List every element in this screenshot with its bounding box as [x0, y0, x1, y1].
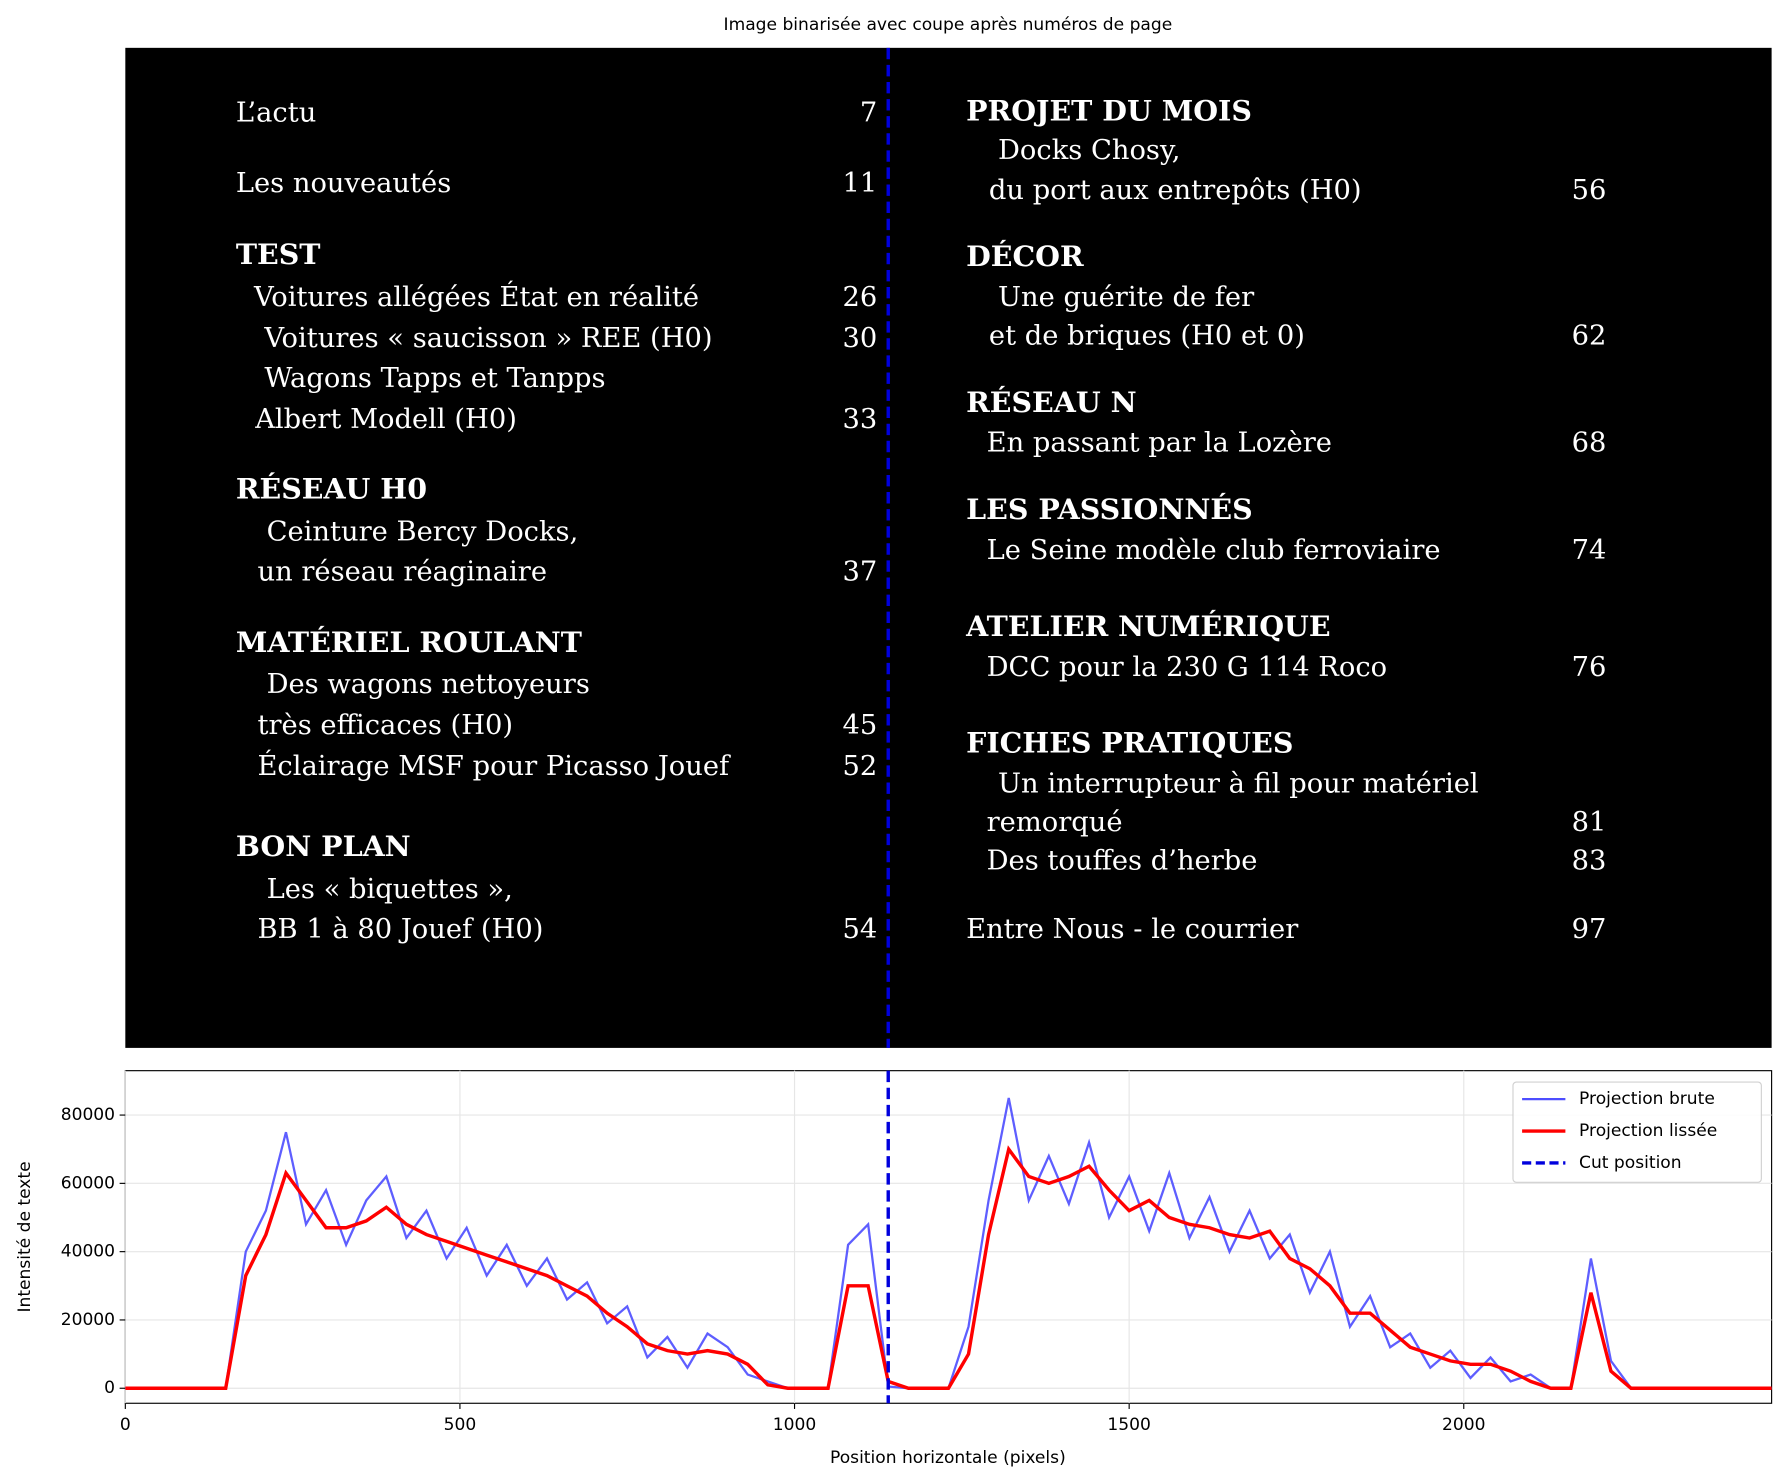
toc-entry: Les « biquettes », [267, 874, 513, 905]
toc-entry: L’actu [236, 97, 316, 128]
x-tick-label: 2000 [1442, 1415, 1485, 1435]
toc-page-number: 30 [842, 323, 877, 354]
toc-entry: DCC pour la 230 G 114 Roco [987, 652, 1387, 683]
toc-heading: DÉCOR [966, 239, 1084, 273]
x-tick-label: 500 [444, 1415, 477, 1435]
legend-label: Cut position [1579, 1153, 1682, 1173]
toc-entry: En passant par la Lozère [987, 428, 1332, 459]
y-tick-label: 60000 [61, 1173, 115, 1193]
legend-label: Projection lissée [1579, 1121, 1717, 1141]
legend-label: Projection brute [1579, 1089, 1715, 1109]
toc-page-number: 7 [860, 97, 877, 128]
footer-page: 5 [1508, 979, 1520, 999]
x-tick-label: 0 [120, 1415, 131, 1435]
toc-page-number: 52 [842, 751, 877, 782]
toc-heading: LES PASSIONNÉS [966, 492, 1253, 526]
toc-heading: RÉSEAU H0 [236, 471, 427, 505]
toc-page-number: 74 [1572, 535, 1607, 566]
toc-entry: Éclairage MSF pour Picasso Jouef [257, 749, 731, 782]
binarized-image [125, 47, 1772, 1048]
toc-page-number: 62 [1572, 321, 1607, 352]
image-title: Image binarisée avec coupe après numéros… [724, 15, 1173, 35]
toc-page-number: 26 [842, 282, 877, 313]
toc-page-number: 83 [1572, 846, 1607, 877]
plot-area [124, 1070, 1773, 1404]
toc-entry: Une guérite de fer [998, 282, 1255, 313]
toc-entry: remorqué [987, 807, 1123, 838]
toc-heading: FICHES PRATIQUES [966, 725, 1293, 759]
toc-entry: Le Seine modèle club ferroviaire [987, 535, 1441, 566]
x-axis-label: Position horizontale (pixels) [830, 1448, 1066, 1468]
toc-entry: du port aux entrepôts (H0) [989, 175, 1362, 206]
toc-entry: et de briques (H0 et 0) [989, 321, 1305, 352]
y-tick-label: 80000 [61, 1105, 115, 1125]
toc-page-number: 33 [842, 404, 877, 435]
toc-entry: Entre Nous - le courrier [966, 914, 1299, 945]
footer-text: N°933 - AVRIL 25 - LR [1283, 979, 1492, 999]
y-axis-label: Intensité de texte [15, 1161, 35, 1312]
toc-heading: ATELIER NUMÉRIQUE [965, 609, 1330, 643]
toc-entry: très efficaces (H0) [257, 710, 513, 741]
toc-entry: un réseau réaginaire [257, 556, 547, 587]
toc-entry: Ceinture Bercy Docks, [267, 517, 579, 548]
toc-page-number: 76 [1572, 652, 1607, 683]
toc-heading: RÉSEAU N [966, 385, 1136, 419]
toc-heading: BON PLAN [236, 829, 411, 863]
toc-page-number: 81 [1572, 807, 1607, 838]
toc-entry: Un interrupteur à fil pour matériel [998, 768, 1479, 799]
toc-page-number: 97 [1572, 914, 1607, 945]
toc-page-number: 56 [1572, 175, 1607, 206]
toc-heading: TEST [236, 237, 321, 271]
toc-entry: BB 1 à 80 Jouef (H0) [257, 914, 543, 945]
toc-page-number: 37 [842, 556, 877, 587]
toc-page-number: 54 [842, 914, 877, 945]
toc-heading: PROJET DU MOIS [966, 93, 1252, 127]
toc-page-number: 11 [842, 168, 877, 199]
toc-entry: Voitures « saucisson » REE (H0) [263, 323, 712, 354]
series-line [125, 1145, 1772, 1390]
toc-entry: Wagons Tapps et Tanpps [264, 363, 605, 394]
y-tick-label: 40000 [61, 1242, 115, 1262]
toc-entry: Docks Chosy, [998, 135, 1180, 166]
toc-entry: Les nouveautés [236, 168, 451, 199]
toc-entry: Des touffes d’herbe [987, 846, 1258, 877]
toc-page-number: 68 [1572, 428, 1607, 459]
toc-heading: MATÉRIEL ROULANT [236, 625, 582, 659]
toc-entry: Voitures allégées État en réalité [253, 280, 699, 313]
x-tick-label: 1000 [773, 1415, 816, 1435]
x-tick-label: 1500 [1107, 1415, 1150, 1435]
toc-entry: Albert Modell (H0) [254, 404, 517, 435]
toc-entry: Des wagons nettoyeurs [267, 669, 590, 700]
y-tick-label: 20000 [61, 1310, 115, 1330]
toc-page-number: 45 [842, 710, 877, 741]
legend-box [1512, 1081, 1762, 1183]
y-tick-label: 0 [104, 1378, 115, 1398]
